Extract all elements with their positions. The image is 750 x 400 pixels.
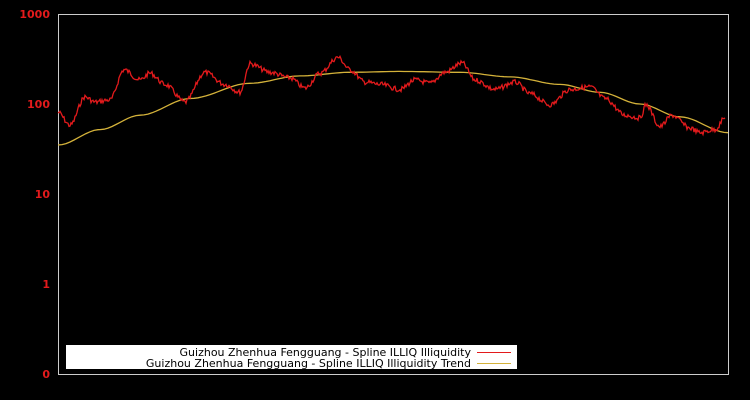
legend-label: Guizhou Zhenhua Fengguang - Spline ILLIQ… xyxy=(145,356,471,370)
y-tick-label-0: 0 xyxy=(42,368,50,381)
y-tick-label-1: 1 xyxy=(42,278,50,291)
y-tick-label-1000: 1000 xyxy=(19,8,50,21)
legend-swatch-yellow-line-icon xyxy=(477,362,511,364)
y-tick-label-10: 10 xyxy=(34,188,50,201)
plot-area xyxy=(58,14,729,375)
illiquidity-line xyxy=(57,55,726,137)
trend-line xyxy=(57,70,729,146)
legend-item-illiquidity: Guizhou Zhenhua Fengguang - Spline ILLIQ… xyxy=(179,345,511,359)
legend-label: Guizhou Zhenhua Fengguang - Spline ILLIQ… xyxy=(179,345,471,359)
y-tick-label-100: 100 xyxy=(27,98,50,111)
legend: Guizhou Zhenhua Fengguang - Spline ILLIQ… xyxy=(66,345,517,370)
legend-item-trend: Guizhou Zhenhua Fengguang - Spline ILLIQ… xyxy=(145,356,511,370)
legend-swatch-red-line-icon xyxy=(477,351,511,353)
